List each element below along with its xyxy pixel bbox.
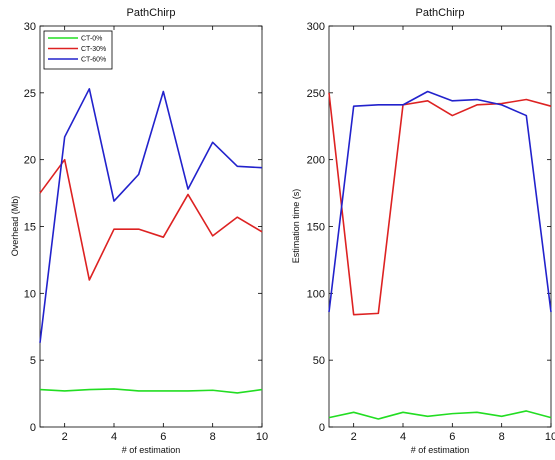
x-tick-label: 10: [545, 431, 555, 443]
legend-label-ct-60: CT-60%: [81, 57, 106, 64]
legend-label-ct-30: CT-30%: [81, 46, 106, 53]
y-tick-label: 0: [30, 422, 36, 434]
overhead-chart-marks: 0 5 10 15 20 25 30 2 4 6 8 10: [24, 21, 268, 443]
y-tick-label: 300: [307, 21, 325, 33]
overhead-chart-legend: CT-0% CT-30% CT-60%: [43, 30, 113, 70]
x-tick-label: 8: [499, 431, 505, 443]
series-line-ct-60: [328, 90, 552, 313]
series-line-ct-0: [39, 388, 263, 394]
overhead-chart-xlabel: # of estimation: [122, 445, 181, 455]
y-tick-label: 15: [24, 222, 36, 234]
x-tick-label: 8: [210, 431, 216, 443]
y-tick-label: 150: [307, 222, 325, 234]
y-tick-label: 50: [313, 355, 325, 367]
x-tick-label: 6: [449, 431, 455, 443]
overhead-chart-ylabel: Overhead (Mb): [10, 196, 20, 257]
y-tick-label: 5: [30, 355, 36, 367]
y-tick-label: 20: [24, 155, 36, 167]
estimation-time-chart-ylabel: Estimation time (s): [291, 189, 301, 264]
y-tick-label: 25: [24, 88, 36, 100]
estimation-time-chart: PathChirp # of estimation Estimation tim…: [291, 7, 555, 455]
legend-label-ct-0: CT-0%: [81, 36, 102, 43]
series-line-ct-60: [39, 88, 263, 343]
y-tick-label: 100: [307, 288, 325, 300]
estimation-time-chart-xlabel: # of estimation: [411, 445, 470, 455]
x-tick-label: 6: [160, 431, 166, 443]
y-tick-label: 0: [319, 422, 325, 434]
series-line-ct-0: [328, 410, 552, 420]
estimation-time-chart-marks: 0 50 100 150 200 250 300 2 4 6 8 10: [307, 21, 555, 443]
x-tick-label: 4: [400, 431, 406, 443]
x-tick-label: 4: [111, 431, 117, 443]
y-tick-label: 250: [307, 88, 325, 100]
x-tick-label: 10: [256, 431, 268, 443]
series-line-ct-30: [39, 158, 263, 281]
y-tick-label: 200: [307, 155, 325, 167]
overhead-chart-title: PathChirp: [127, 7, 176, 19]
x-tick-label: 2: [351, 431, 357, 443]
overhead-chart: PathChirp # of estimation Overhead (Mb) …: [10, 7, 268, 455]
y-tick-label: 10: [24, 288, 36, 300]
y-tick-label: 30: [24, 21, 36, 33]
series-line-ct-30: [328, 92, 552, 316]
x-tick-label: 2: [62, 431, 68, 443]
estimation-time-chart-title: PathChirp: [416, 7, 465, 19]
